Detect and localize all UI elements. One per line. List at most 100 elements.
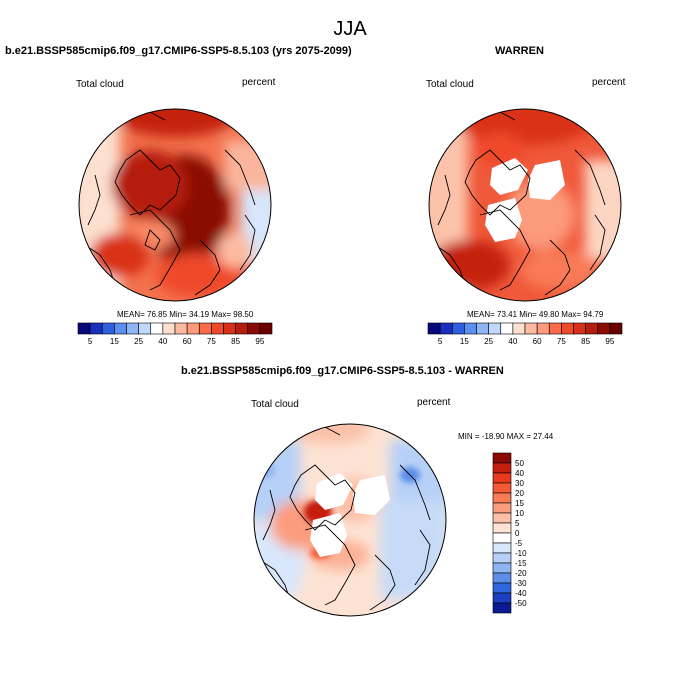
panel2-stats: MEAN= 73.41 Min= 49.80 Max= 94.79 — [467, 310, 604, 319]
panel2-colorbar-swatch — [609, 322, 623, 335]
panel3-colorbar-tick-label: 20 — [515, 489, 524, 498]
season-title: JJA — [333, 18, 367, 40]
panel2-colorbar-tick-label: 40 — [508, 337, 517, 346]
panel1-title: b.e21.BSSP585cmip6.f09_g17.CMIP6-SSP5-8.… — [5, 45, 352, 57]
panel2-colorbar-swatch — [524, 322, 538, 335]
panel3-colorbar-swatch — [492, 552, 512, 564]
panel1-colorbar-tick-label: 15 — [110, 337, 119, 346]
panel2-colorbar-swatch — [585, 322, 599, 335]
panel3-colorbar-swatch — [492, 472, 512, 484]
panel2-colorbar-swatch — [597, 322, 611, 335]
panel2-colorbar-swatch — [500, 322, 514, 335]
panel3-colorbar-tick-label: -15 — [515, 559, 527, 568]
panel2-colorbar-tick-label: 25 — [484, 337, 493, 346]
panel1-colorbar-swatch — [223, 322, 236, 335]
panel3-stats: MIN = -18.90 MAX = 27.44 — [458, 432, 554, 441]
panel3-colorbar-tick-label: -50 — [515, 599, 527, 608]
panel3-units-label: percent — [417, 397, 451, 408]
panel2-colorbar-swatch — [464, 322, 477, 335]
panel2-colorbar-tick-label: 75 — [557, 337, 566, 346]
panel2-colorbar-swatch — [548, 322, 562, 335]
panel3-colorbar-swatch — [492, 502, 512, 514]
panel3-colorbar-swatch — [492, 512, 512, 524]
panel1-colorbar-tick-label: 60 — [183, 337, 192, 346]
panel2-colorbar-swatch — [427, 322, 441, 335]
panel1-colorbar-tick-label: 25 — [134, 337, 143, 346]
panel2-colorbar-swatch — [476, 322, 489, 335]
panel1-colorbar-swatch — [114, 322, 127, 335]
panel1-colorbar-swatch — [174, 322, 188, 335]
panel3-colorbar-swatch — [492, 592, 512, 604]
panel1-colorbar-swatch — [211, 322, 224, 335]
panel2-colorbar-tick-label: 15 — [460, 337, 469, 346]
panel2-colorbar-swatch — [488, 322, 502, 335]
panel3-colorbar-tick-label: -40 — [515, 589, 527, 598]
panel2-colorbar-tick-label: 5 — [438, 337, 443, 346]
panel1-colorbar-tick-label: 40 — [158, 337, 167, 346]
panel3-colorbar-tick-label: 10 — [515, 509, 524, 518]
panel3-colorbar-tick-label: -30 — [515, 579, 527, 588]
panel2-colorbar-swatch — [439, 322, 453, 335]
panel2-units-label: percent — [592, 77, 626, 88]
panel3-colorbar-tick-label: 15 — [515, 499, 524, 508]
panel3-colorbar-swatch — [492, 522, 512, 534]
panel3-colorbar-tick-label: 40 — [515, 469, 524, 478]
panel1-colorbar-swatch — [126, 322, 139, 335]
panel1-colorbar-tick-label: 75 — [207, 337, 216, 346]
panel1-colorbar-swatch — [138, 322, 152, 335]
panel1-colorbar-swatch — [235, 322, 249, 335]
panel2-variable-label: Total cloud — [426, 79, 474, 90]
panel3-colorbar-tick-label: -20 — [515, 569, 527, 578]
panel1-polar-map — [78, 108, 272, 302]
panel2-colorbar-tick-label: 85 — [581, 337, 590, 346]
panel2-colorbar-swatch — [561, 322, 574, 335]
panel2-colorbar: 5 15 25 40 60 75 85 95 — [427, 322, 623, 346]
panel2-colorbar-tick-label: 60 — [533, 337, 542, 346]
panel3-variable-label: Total cloud — [251, 399, 299, 410]
panel3-colorbar-swatch — [492, 582, 512, 594]
panel3-colorbar-swatch — [492, 532, 512, 544]
panel1-variable-label: Total cloud — [76, 79, 124, 90]
panel2-title: WARREN — [495, 45, 544, 57]
panel2-map-border — [428, 108, 622, 302]
panel1-colorbar-swatch — [198, 322, 212, 335]
panel1-colorbar-swatch — [150, 322, 164, 335]
panel1-colorbar-tick-label: 85 — [231, 337, 240, 346]
panel2-colorbar-swatch — [536, 322, 550, 335]
panel3-colorbar-swatch — [492, 482, 512, 494]
panel2-colorbar-swatch — [512, 322, 526, 335]
panel1-colorbar-swatch — [162, 322, 176, 335]
panel3-polar-map — [253, 423, 447, 617]
panel3-colorbar-swatch — [492, 602, 512, 614]
panel1-colorbar-swatch — [247, 322, 261, 335]
panel3-colorbar-tick-label: -5 — [515, 539, 523, 548]
panel3-colorbar-swatch — [492, 452, 512, 464]
panel3-colorbar-swatch — [492, 572, 512, 584]
panel3-map-border — [253, 423, 447, 617]
panel3-colorbar-swatch — [492, 562, 512, 574]
panel1-stats: MEAN= 76.85 Min= 34.19 Max= 98.50 — [117, 310, 254, 319]
panel2-colorbar-swatch — [451, 322, 465, 335]
panel2-polar-map — [428, 108, 622, 302]
panel1-colorbar-swatch — [259, 322, 273, 335]
panel3-colorbar-tick-label: -10 — [515, 549, 527, 558]
panel3-colorbar-tick-label: 5 — [515, 519, 520, 528]
panel3-colorbar-swatch — [492, 492, 512, 504]
panel3-colorbar-tick-label: 30 — [515, 479, 524, 488]
panel3-colorbar-swatch — [492, 542, 512, 554]
panel3-title: b.e21.BSSP585cmip6.f09_g17.CMIP6-SSP5-8.… — [181, 365, 504, 377]
panel3-colorbar-tick-label: 50 — [515, 459, 524, 468]
panel3-colorbar-swatch — [492, 462, 512, 474]
panel2-colorbar-tick-label: 95 — [605, 337, 614, 346]
panel1-colorbar-tick-label: 95 — [255, 337, 264, 346]
panel1-colorbar-swatch — [89, 322, 103, 335]
panel1-colorbar: 5 15 25 40 60 75 85 95 — [77, 322, 273, 346]
panel1-colorbar-swatch — [101, 322, 115, 335]
panel1-map-border — [78, 108, 272, 302]
panel1-colorbar-swatch — [77, 322, 91, 335]
panel1-colorbar-swatch — [186, 322, 200, 335]
panel3-colorbar-tick-label: 0 — [515, 529, 520, 538]
panel1-colorbar-tick-label: 5 — [88, 337, 93, 346]
